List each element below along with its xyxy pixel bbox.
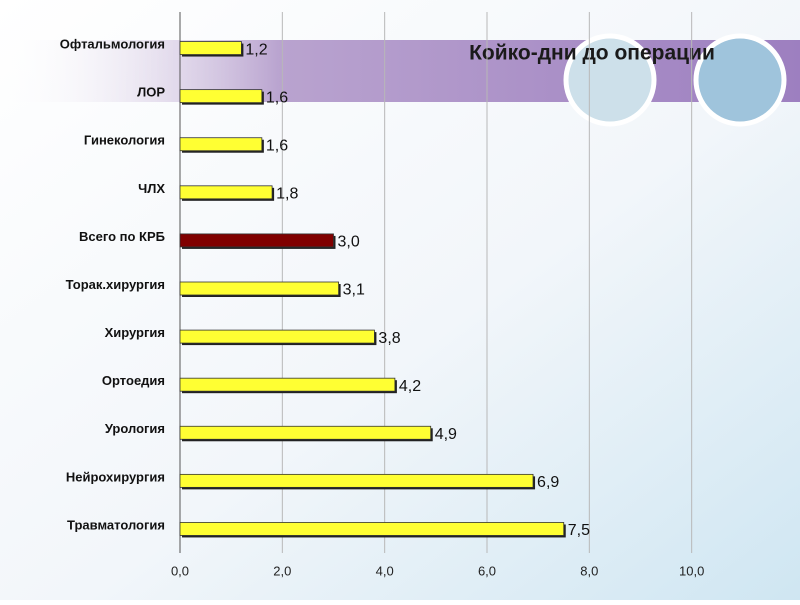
- x-tick-label: 4,0: [376, 563, 394, 578]
- value-label: 1,2: [245, 41, 267, 58]
- value-label: 3,0: [338, 234, 360, 251]
- bar: [179, 281, 340, 296]
- y-tick-label: ЛОР: [137, 85, 165, 100]
- x-tick-label: 10,0: [679, 563, 704, 578]
- bar: [179, 329, 375, 344]
- y-tick-label: ЧЛХ: [138, 181, 165, 196]
- x-tick-label: 2,0: [273, 563, 291, 578]
- bar: [179, 137, 263, 152]
- y-tick-label: Офтальмология: [60, 36, 165, 51]
- bar: [179, 233, 334, 248]
- chart-title: Койко-дни до операции: [469, 42, 715, 65]
- value-label: 6,9: [537, 474, 559, 491]
- y-tick-label: Хирургия: [105, 325, 165, 340]
- y-tick-label: Травматология: [67, 517, 165, 532]
- bar: [179, 89, 263, 104]
- value-label: 1,6: [266, 137, 288, 154]
- bar: [179, 473, 534, 488]
- bar: [179, 41, 242, 55]
- header-band: [0, 40, 800, 102]
- y-tick-label: Всего по КРБ: [79, 229, 165, 244]
- decor-circle: [693, 33, 787, 127]
- x-tick-label: 8,0: [580, 563, 598, 578]
- y-tick-label: Нейрохирургия: [66, 469, 165, 484]
- y-tick-label: Ортоедия: [102, 373, 165, 388]
- bar: [179, 522, 565, 536]
- value-label: 4,9: [435, 426, 457, 443]
- value-label: 1,8: [276, 186, 298, 203]
- x-tick-label: 6,0: [478, 563, 496, 578]
- value-label: 3,8: [378, 330, 400, 347]
- decor-circle: [563, 33, 657, 127]
- bar: [179, 185, 273, 200]
- y-tick-label: Урология: [105, 421, 165, 436]
- y-tick-label: Торак.хирургия: [66, 277, 165, 292]
- y-tick-label: Гинекология: [84, 133, 165, 148]
- value-label: 3,1: [343, 282, 365, 299]
- x-tick-label: 0,0: [171, 563, 189, 578]
- bar: [179, 377, 396, 392]
- value-label: 4,2: [399, 378, 421, 395]
- bar: [179, 425, 432, 440]
- value-label: 1,6: [266, 89, 288, 106]
- value-label: 7,5: [568, 522, 590, 539]
